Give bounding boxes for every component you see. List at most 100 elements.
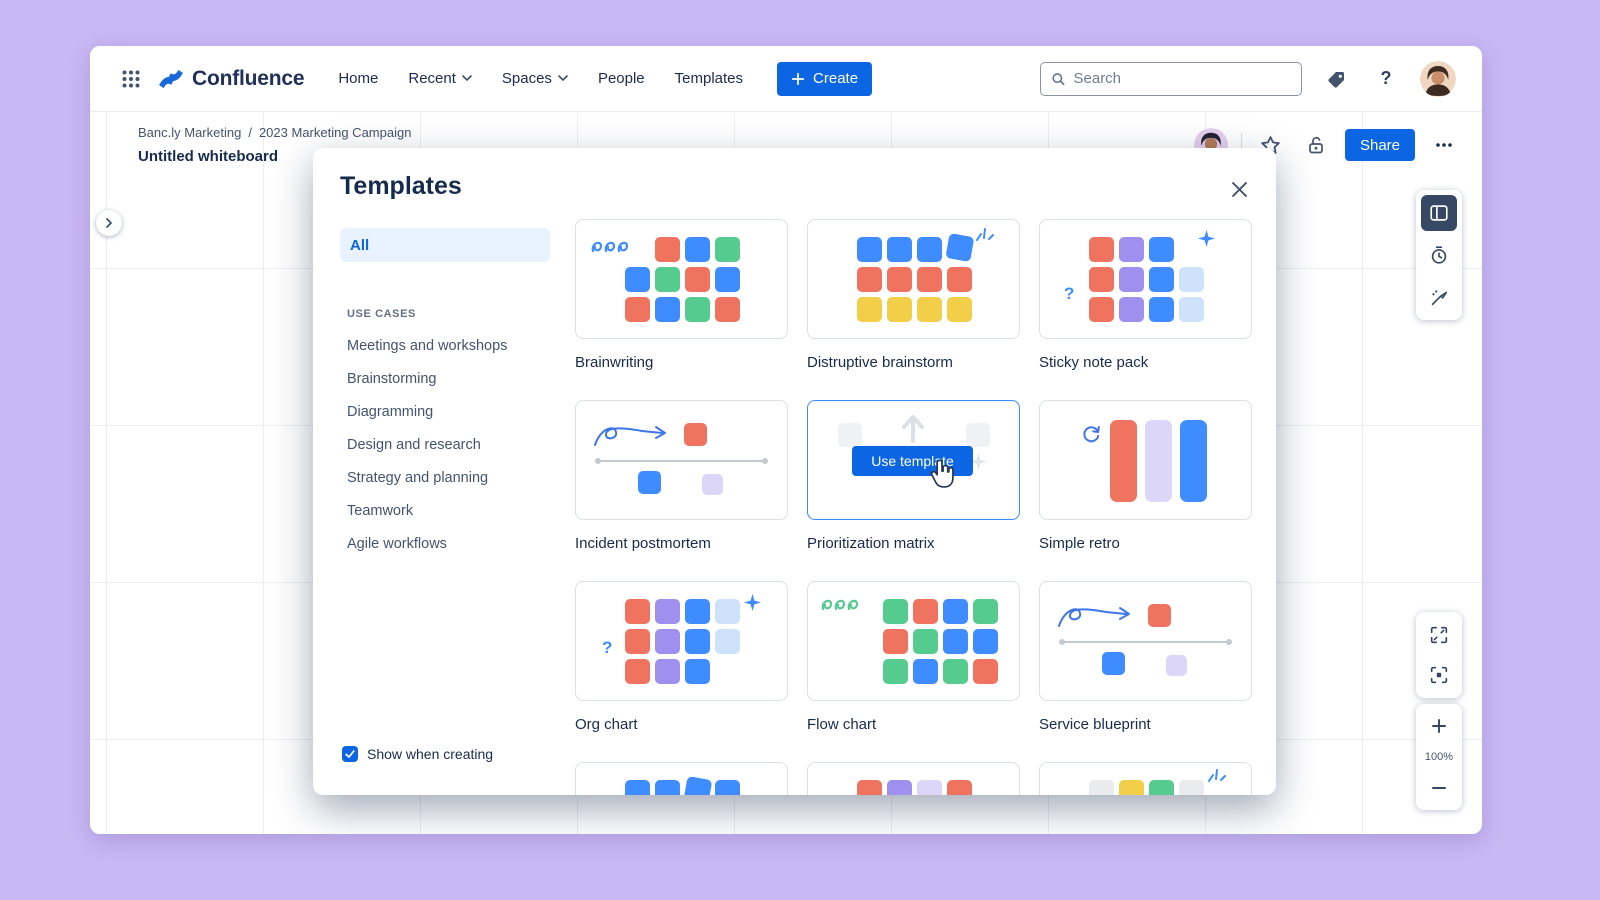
sidebar-item-agile-workflows[interactable]: Agile workflows <box>347 535 447 552</box>
templates-panel-button[interactable] <box>1421 195 1457 231</box>
nav-item-spaces[interactable]: Spaces <box>502 70 568 87</box>
sparkle-decoration <box>1198 230 1215 252</box>
template-card-flow-chart[interactable] <box>807 581 1020 701</box>
sticky-note <box>945 233 975 263</box>
confluence-mark-icon <box>159 69 183 88</box>
search-box[interactable] <box>1040 61 1302 96</box>
template-cell: Brainwriting <box>575 219 788 400</box>
zoom-to-fit-button[interactable] <box>1421 617 1457 653</box>
question-mark-doodle: ? <box>1064 284 1075 303</box>
sidebar-item-teamwork[interactable]: Teamwork <box>347 502 414 519</box>
timer-button[interactable] <box>1421 237 1457 273</box>
divider <box>1240 133 1242 157</box>
sticky-note <box>943 659 968 684</box>
retro-column <box>1180 420 1207 502</box>
sticky-note <box>883 659 908 684</box>
app-switcher-button[interactable] <box>116 64 146 94</box>
show-when-creating-checkbox[interactable]: Show when creating <box>342 746 493 762</box>
create-button[interactable]: Create <box>777 61 873 96</box>
sidebar-item-diagramming[interactable]: Diagramming <box>347 403 434 420</box>
template-label: Incident postmortem <box>575 535 711 552</box>
template-cell: Incident postmortem <box>575 400 788 581</box>
template-cell: ? Org chart <box>575 581 788 762</box>
template-card-incident-postmortem[interactable] <box>575 400 788 520</box>
modal-title: Templates <box>340 172 462 200</box>
nav-item-home[interactable]: Home <box>338 70 379 87</box>
template-cell: Use template Prioritization matrix <box>807 400 1020 581</box>
refresh-decoration <box>1080 423 1102 450</box>
nav-item-people[interactable]: People <box>597 70 645 87</box>
template-card-partial-9[interactable] <box>575 762 788 795</box>
user-avatar[interactable] <box>1420 60 1456 97</box>
plus-icon <box>791 72 805 85</box>
template-card-sticky-note-pack[interactable]: ? <box>1039 219 1252 339</box>
top-nav: Confluence Home Recent Spaces People Templat… <box>90 46 1482 112</box>
minus-icon <box>1432 787 1446 789</box>
sticky-note <box>1179 297 1204 322</box>
template-cell <box>575 762 788 795</box>
sticky-note <box>1119 237 1144 262</box>
confluence-logo[interactable]: Confluence <box>158 66 305 92</box>
sticky-note <box>917 780 942 795</box>
sticky-note <box>883 599 908 624</box>
unlock-icon <box>1309 136 1323 154</box>
loop-arrow-icon <box>1058 607 1130 627</box>
ghost-axis-arrow <box>900 413 926 448</box>
more-button[interactable] <box>1428 129 1460 161</box>
template-card-org-chart[interactable]: ? <box>575 581 788 701</box>
sticky-note <box>625 659 650 684</box>
sticky-note <box>1179 267 1204 292</box>
sticky-note <box>684 423 707 446</box>
template-card-distruptive-brainstorm[interactable] <box>807 219 1020 339</box>
retro-column <box>1110 420 1137 502</box>
zoom-to-fit-icon <box>1430 626 1448 644</box>
sidebar-item-meetings-and-workshops[interactable]: Meetings and workshops <box>347 337 508 354</box>
sticky-note <box>715 297 740 322</box>
zoom-in-button[interactable] <box>1421 708 1457 744</box>
templates-modal: Templates All USE CASES Meetings and wor… <box>313 148 1276 795</box>
template-card-partial-10[interactable] <box>807 762 1020 795</box>
permissions-button[interactable] <box>1300 129 1332 161</box>
sticky-note <box>917 297 942 322</box>
sidebar-item-all[interactable]: All <box>340 228 550 262</box>
focus-frame-button[interactable] <box>1421 657 1457 693</box>
template-card-prioritization-matrix[interactable]: Use template <box>807 400 1020 520</box>
sticky-note <box>973 659 998 684</box>
template-card-partial-11[interactable] <box>1039 762 1252 795</box>
burst-decoration <box>974 224 994 247</box>
breadcrumb-space[interactable]: Banc.ly Marketing <box>138 125 242 140</box>
nav-item-recent[interactable]: Recent <box>408 70 472 87</box>
sticky-note <box>655 237 680 262</box>
scribble-doodle-icon <box>591 241 629 253</box>
sticky-note <box>1148 604 1171 627</box>
sidebar-item-design-and-research[interactable]: Design and research <box>347 436 481 453</box>
feedback-tag-button[interactable] <box>1320 63 1352 95</box>
more-dots-icon <box>1436 143 1452 147</box>
nav-item-templates[interactable]: Templates <box>674 70 744 87</box>
collapse-panel-button[interactable] <box>96 210 122 236</box>
template-card-service-blueprint[interactable] <box>1039 581 1252 701</box>
sticky-note <box>857 267 882 292</box>
help-button[interactable]: ? <box>1370 63 1402 95</box>
search-input[interactable] <box>1073 70 1291 87</box>
share-button[interactable]: Share <box>1344 129 1415 161</box>
template-card-simple-retro[interactable] <box>1039 400 1252 520</box>
sticky-note <box>947 297 972 322</box>
laser-pointer-button[interactable] <box>1421 279 1457 315</box>
sidebar-item-brainstorming[interactable]: Brainstorming <box>347 370 437 387</box>
avatar-image <box>1420 60 1456 97</box>
close-button[interactable] <box>1224 174 1254 204</box>
timeline-line <box>595 458 768 464</box>
templates-panel-icon <box>1430 205 1448 221</box>
template-label: Org chart <box>575 716 638 733</box>
sidebar-item-strategy-and-planning[interactable]: Strategy and planning <box>347 469 489 486</box>
refresh-icon <box>1083 426 1100 443</box>
template-card-brainwriting[interactable] <box>575 219 788 339</box>
page-title[interactable]: Untitled whiteboard <box>138 148 278 165</box>
breadcrumb-page[interactable]: 2023 Marketing Campaign <box>258 125 412 140</box>
whiteboard-canvas[interactable]: Banc.ly Marketing / 2023 Marketing Campa… <box>90 112 1482 834</box>
sticky-note <box>625 599 650 624</box>
sticky-note <box>655 629 680 654</box>
zoom-out-button[interactable] <box>1421 770 1457 806</box>
sticky-note <box>887 237 912 262</box>
